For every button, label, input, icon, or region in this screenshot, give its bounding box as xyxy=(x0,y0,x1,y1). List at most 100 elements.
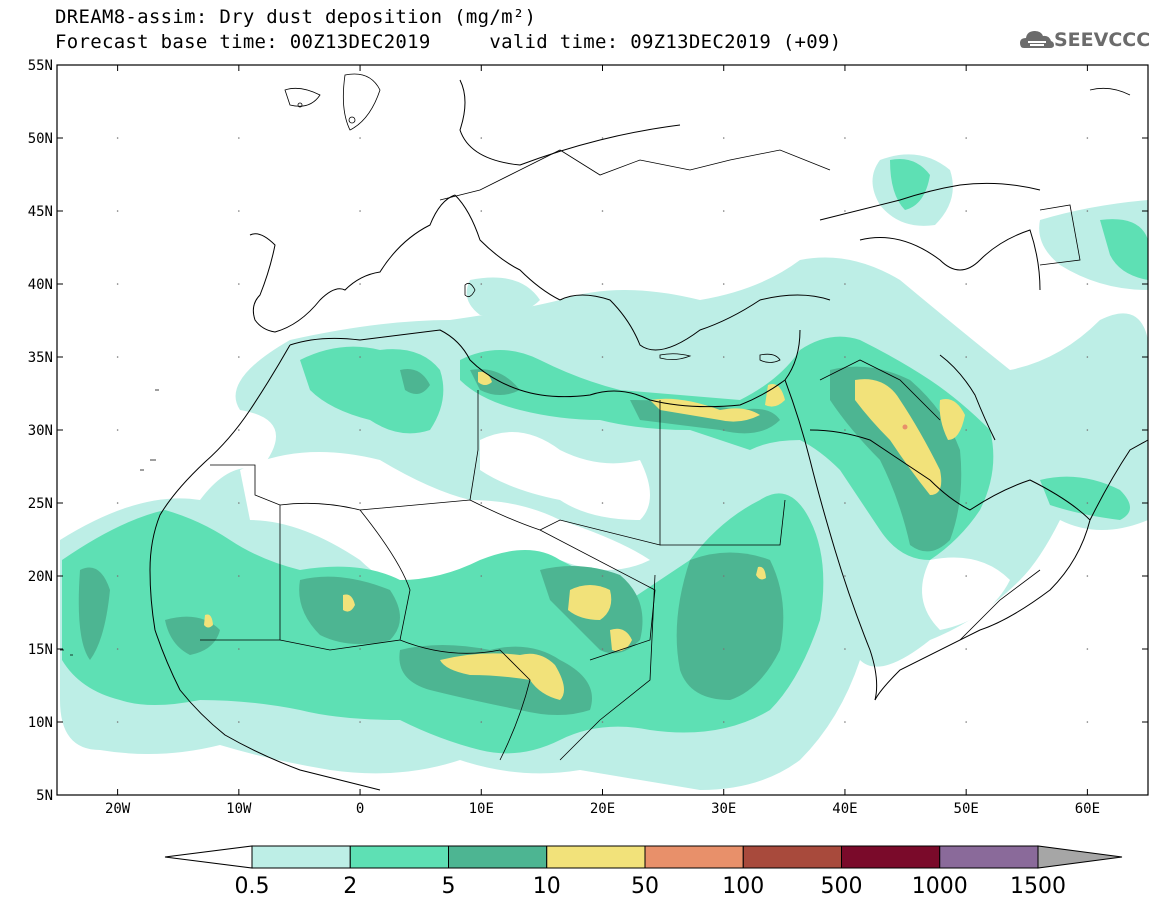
graticule-dot xyxy=(1086,283,1089,285)
graticule-dot xyxy=(480,721,483,723)
lat-tick-label: 20N xyxy=(28,569,53,585)
graticule-dot xyxy=(116,356,119,358)
graticule-dot xyxy=(601,721,604,723)
graticule-dot xyxy=(1086,575,1089,577)
graticule-dot xyxy=(116,137,119,139)
cloud-logo-icon xyxy=(1020,31,1054,48)
colorbar-swatch xyxy=(939,845,1039,869)
chart-subtitle: Forecast base time: 00Z13DEC2019 valid t… xyxy=(55,31,842,53)
graticule-dot xyxy=(965,575,967,577)
lat-tick-label: 15N xyxy=(28,642,53,658)
graticule-dot xyxy=(359,210,361,212)
graticule-dot xyxy=(116,502,119,504)
lat-tick-label: 50N xyxy=(28,131,53,147)
colorbar-label: 1500 xyxy=(1010,874,1066,899)
graticule-dot xyxy=(238,575,240,577)
graticule-dot xyxy=(359,648,361,650)
graticule-dot xyxy=(359,356,361,358)
graticule-dot xyxy=(238,502,240,504)
graticule-dot xyxy=(601,210,604,212)
colorbar-label: 50 xyxy=(631,874,659,899)
graticule-dot xyxy=(965,356,967,358)
lat-tick-label: 45N xyxy=(28,204,53,220)
graticule-dot xyxy=(116,575,119,577)
colorbar-swatch xyxy=(448,845,548,869)
graticule-dot xyxy=(116,283,119,285)
graticule-dot xyxy=(1086,721,1089,723)
graticule-dot xyxy=(722,356,725,358)
graticule-dot xyxy=(844,356,846,358)
graticule-dot xyxy=(965,648,967,650)
lat-tick-label: 10N xyxy=(28,715,53,731)
lat-tick-label: 25N xyxy=(28,496,53,512)
graticule-dot xyxy=(238,429,240,431)
graticule-dot xyxy=(238,137,240,139)
graticule-dot xyxy=(116,648,119,650)
graticule-dot xyxy=(480,648,483,650)
colorbar-swatch xyxy=(349,845,449,869)
graticule-dot xyxy=(844,502,846,504)
lon-tick-label: 20E xyxy=(590,801,615,817)
lat-tick-label: 55N xyxy=(28,58,53,74)
lon-tick-label: 60E xyxy=(1075,801,1100,817)
lat-tick-label: 5N xyxy=(36,788,53,804)
graticule-dot xyxy=(844,648,846,650)
graticule-dot xyxy=(844,721,846,723)
graticule-dot xyxy=(722,721,725,723)
graticule-dot xyxy=(359,137,361,139)
longitude-axis: 20W 10W 0 10E 20E 30E 40E 50E 60E xyxy=(105,65,1100,817)
graticule-dot xyxy=(238,648,240,650)
graticule-dot xyxy=(238,283,240,285)
graticule-dot xyxy=(238,721,240,723)
graticule-dot xyxy=(359,502,361,504)
graticule-dot xyxy=(359,575,361,577)
graticule-dot xyxy=(965,283,967,285)
graticule-dot xyxy=(1086,356,1089,358)
colorbar-swatch xyxy=(251,845,351,869)
graticule-dot xyxy=(359,721,361,723)
colorbar-min-triangle xyxy=(164,845,253,869)
lon-tick-label: 20W xyxy=(105,801,131,817)
graticule-dot xyxy=(601,575,604,577)
graticule-dot xyxy=(601,648,604,650)
graticule-dot xyxy=(722,283,725,285)
colorbar: 0.5 2 5 10 50 100 500 1000 1500 xyxy=(164,845,1123,899)
graticule-dot xyxy=(116,210,119,212)
colorbar-label: 2 xyxy=(343,874,357,899)
lat-tick-label: 35N xyxy=(28,350,53,366)
graticule-dot xyxy=(965,137,967,139)
lon-tick-label: 30E xyxy=(711,801,736,817)
graticule-dot xyxy=(722,575,725,577)
graticule-dot xyxy=(844,210,846,212)
latitude-axis: 55N 50N 45N 40N 35N 30N 25N 20N 15N 10N 5N xyxy=(28,58,1148,804)
graticule-dot xyxy=(965,721,967,723)
colorbar-label: 0.5 xyxy=(235,874,270,899)
graticule-dot xyxy=(480,502,483,504)
colorbar-label: 500 xyxy=(821,874,863,899)
lon-tick-label: 10W xyxy=(226,801,252,817)
dust-field xyxy=(60,154,1148,790)
graticule-dot xyxy=(116,429,119,431)
lon-tick-label: 0 xyxy=(356,801,364,817)
graticule-dot xyxy=(480,356,483,358)
graticule-dots xyxy=(116,137,1089,723)
graticule-dot xyxy=(844,575,846,577)
lon-tick-label: 50E xyxy=(954,801,979,817)
lat-tick-label: 30N xyxy=(28,423,53,439)
graticule-dot xyxy=(480,137,483,139)
colorbar-label: 10 xyxy=(533,874,561,899)
islands xyxy=(60,73,1131,656)
graticule-dot xyxy=(238,210,240,212)
graticule-dot xyxy=(601,429,604,431)
colorbar-swatch xyxy=(644,845,744,869)
graticule-dot xyxy=(722,210,725,212)
graticule-dot xyxy=(601,502,604,504)
graticule-dot xyxy=(722,648,725,650)
lon-tick-label: 40E xyxy=(832,801,857,817)
colorbar-swatch xyxy=(546,845,646,869)
colorbar-swatch xyxy=(841,845,941,869)
graticule-dot xyxy=(116,721,119,723)
graticule-dot xyxy=(238,356,240,358)
graticule-dot xyxy=(359,283,361,285)
